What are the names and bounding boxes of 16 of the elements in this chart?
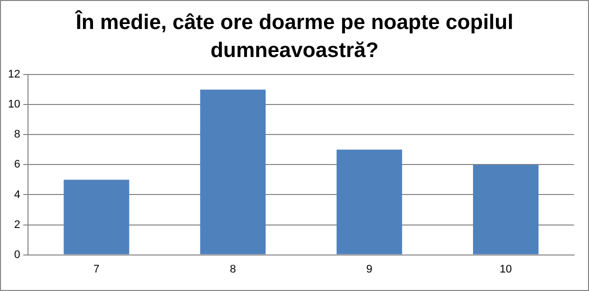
x-tick-label: 9: [366, 263, 372, 276]
y-tick-label: 0: [14, 248, 20, 261]
bar: [200, 90, 266, 254]
chart-title: În medie, câte ore doarme pe noapte copilul dumneavoastră?: [74, 9, 514, 64]
y-tick-label: 10: [8, 98, 20, 111]
y-tick-label: 6: [14, 158, 20, 171]
bar: [473, 164, 539, 254]
x-tick-label: 7: [93, 263, 100, 276]
x-tick-label: 10: [500, 263, 512, 276]
y-tick-label: 4: [14, 188, 20, 201]
y-tick-label: 2: [14, 218, 20, 231]
bar: [64, 180, 130, 254]
bar: [336, 150, 402, 254]
y-tick-label: 8: [14, 128, 20, 141]
x-tick-label: 8: [230, 263, 236, 276]
y-tick-label: 12: [8, 68, 20, 81]
